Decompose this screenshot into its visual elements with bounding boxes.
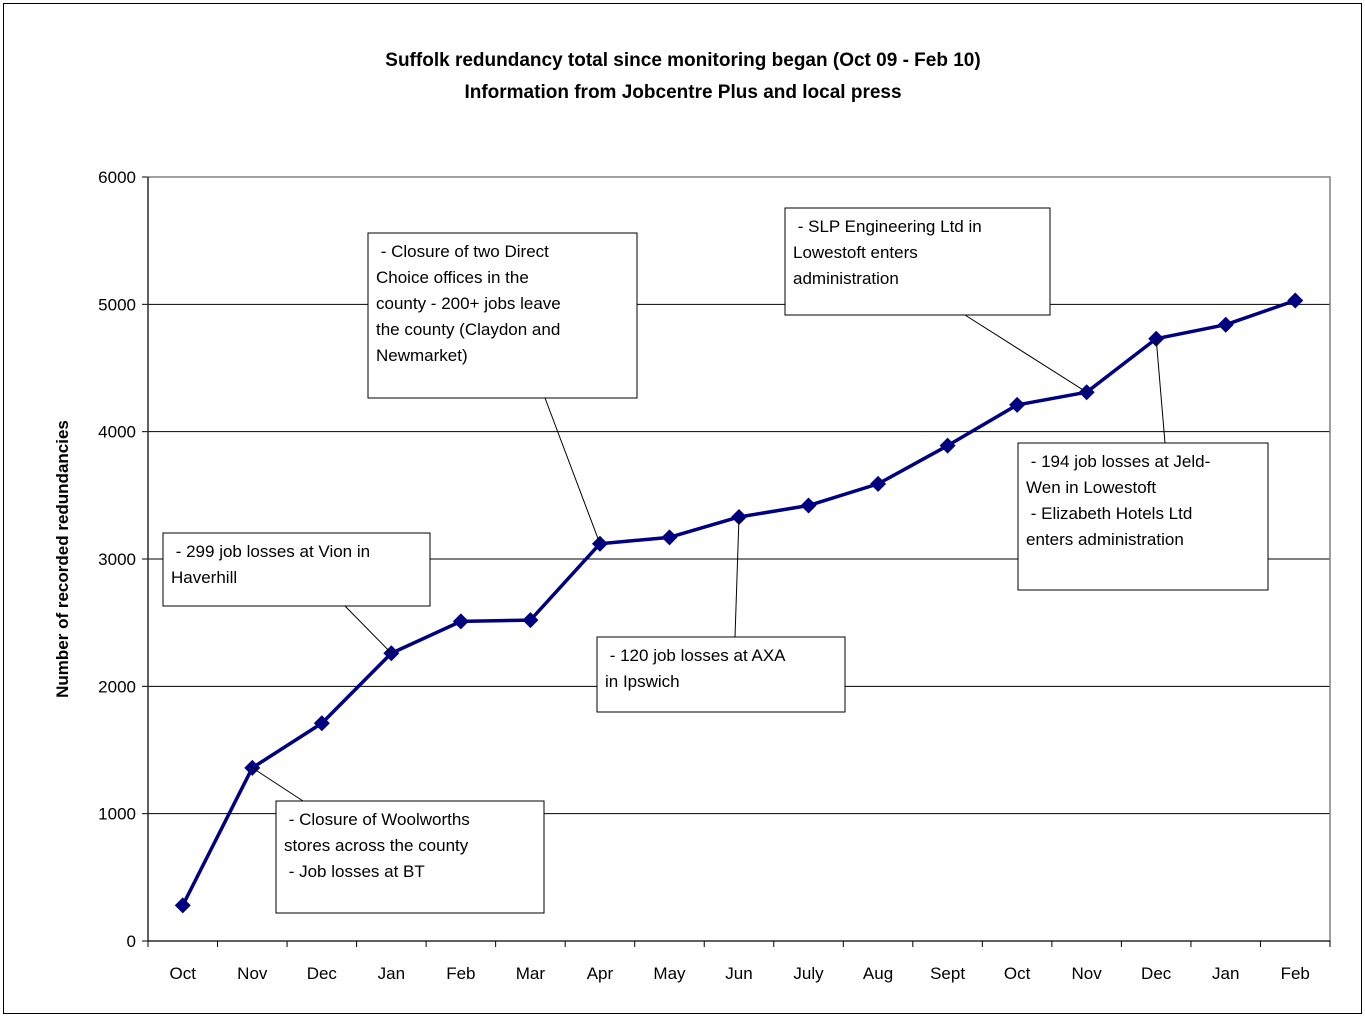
annotation-text: Wen in Lowestoft [1026,478,1156,497]
x-tick-label: Jan [378,964,405,983]
annotation-text: - SLP Engineering Ltd in [793,217,982,236]
annotation-text: Choice offices in the [376,268,529,287]
data-point [452,613,469,630]
y-tick-label: 0 [127,932,136,951]
annotation-leader [344,605,392,654]
annotation-leader [734,516,740,638]
x-tick-label: Jan [1212,964,1239,983]
annotation-text: Lowestoft enters [793,243,918,262]
x-tick-label: Aug [863,964,893,983]
annotation-box [784,207,1051,316]
data-point [1287,292,1304,309]
x-tick-label: Oct [170,964,197,983]
y-tick-label: 4000 [98,423,136,442]
chart-title: Suffolk redundancy total since monitorin… [385,50,980,71]
annotation-text: - Job losses at BT [284,862,425,881]
x-tick-label: Mar [516,964,546,983]
x-tick-label: Jun [725,964,752,983]
annotation-leader [1155,338,1166,444]
x-tick-label: Sept [930,964,965,983]
data-point [800,497,817,514]
data-point [1009,396,1026,413]
annotation-box [162,532,431,607]
data-point [939,437,956,454]
data-point [174,897,191,914]
annotation-text: Newmarket) [376,346,468,365]
x-tick-label: Oct [1004,964,1031,983]
y-tick-label: 1000 [98,805,136,824]
annotation-box [367,232,638,399]
annotation-text: - Closure of Woolworths [284,810,470,829]
x-tick-label: Nov [237,964,268,983]
annotation-text: - Elizabeth Hotels Ltd [1026,504,1192,523]
annotation-box [1017,442,1269,591]
annotation-text: - 194 job losses at Jeld- [1026,452,1210,471]
chart-subtitle: Information from Jobcentre Plus and loca… [464,82,901,103]
x-tick-label: July [793,964,824,983]
annotation-text: the county (Claydon and [376,320,560,339]
annotation-leader [544,397,601,544]
annotation-leader [964,314,1087,393]
annotation-text: in Ipswich [605,672,680,691]
data-point [522,612,539,629]
data-point [313,715,330,732]
data-point [870,475,887,492]
data-point [1217,316,1234,333]
y-tick-label: 2000 [98,677,136,696]
data-point [661,529,678,546]
annotation-text: administration [793,269,899,288]
x-tick-label: May [653,964,686,983]
y-tick-label: 5000 [98,295,136,314]
annotation-text: stores across the county [284,836,469,855]
annotation-text: - 299 job losses at Vion in [171,542,370,561]
x-tick-label: Dec [1141,964,1172,983]
annotation-leader [252,767,304,802]
y-tick-label: 6000 [98,168,136,187]
x-tick-label: Nov [1072,964,1103,983]
y-tick-label: 3000 [98,550,136,569]
y-axis-label: Number of recorded redundancies [53,420,72,698]
annotation-text: county - 200+ jobs leave [376,294,561,313]
x-tick-label: Dec [307,964,338,983]
annotation-text: - 120 job losses at AXA [605,646,786,665]
annotation-box [596,636,846,713]
x-tick-label: Feb [446,964,475,983]
annotation-text: - Closure of two Direct [376,242,549,261]
annotation-text: Haverhill [171,568,237,587]
annotation-text: enters administration [1026,530,1184,549]
x-tick-label: Feb [1281,964,1310,983]
x-tick-label: Apr [587,964,614,983]
annotation-box [275,800,545,914]
